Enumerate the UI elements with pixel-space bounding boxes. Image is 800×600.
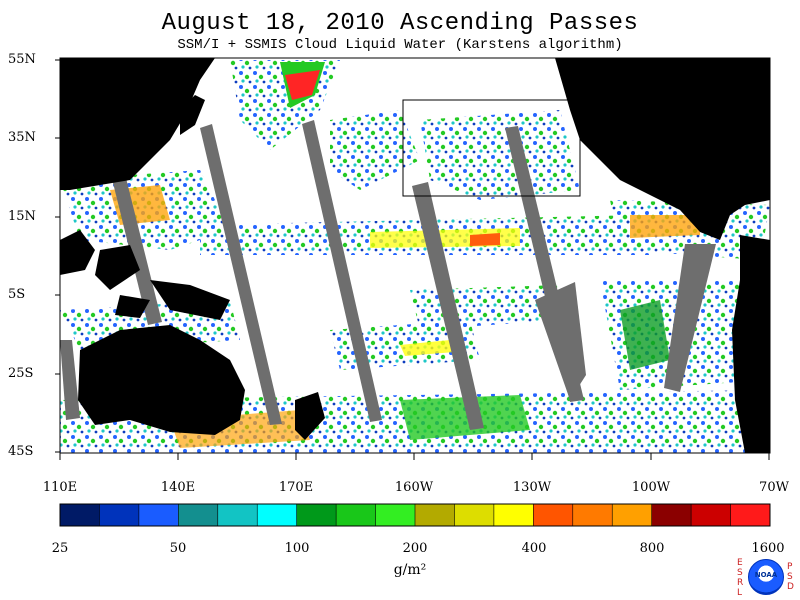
- lat-label-55n: 55N: [8, 52, 36, 67]
- noaa-logo: E S R L NOAA P S D: [735, 556, 797, 598]
- colorbar-segment: [60, 504, 100, 526]
- colorbar-segment: [178, 504, 219, 526]
- colorbar-segment: [493, 504, 534, 526]
- colorbar-segment: [296, 504, 337, 526]
- colorbar-segment: [612, 504, 653, 526]
- lon-label-140e: 140E: [160, 480, 196, 495]
- lon-label-110e: 110E: [42, 480, 78, 495]
- lat-label-25s: 25S: [8, 366, 34, 381]
- colorbar-segment: [99, 504, 140, 526]
- colorbar-label-25: 25: [51, 541, 69, 556]
- logo-letter-e: E: [737, 558, 743, 568]
- lat-label-5s: 5S: [8, 287, 26, 302]
- colorbar-segment: [257, 504, 298, 526]
- colorbar-label-400: 400: [521, 541, 547, 556]
- logo-letter-p: P: [787, 562, 793, 572]
- lon-label-130w: 130W: [512, 480, 552, 495]
- lat-label-35n: 35N: [8, 130, 36, 145]
- lat-label-45s: 45S: [8, 444, 34, 459]
- map-title: August 18, 2010 Ascending Passes: [161, 10, 639, 37]
- logo-letter-r: R: [737, 578, 744, 588]
- colorbar-segment: [730, 504, 771, 526]
- colorbar-label-50: 50: [169, 541, 187, 556]
- colorbar-segment: [533, 504, 574, 526]
- logo-letter-s: S: [737, 568, 743, 578]
- colorbar-segment: [336, 504, 377, 526]
- noaa-emblem: NOAA: [748, 559, 784, 595]
- land-masses: [60, 58, 770, 453]
- colorbar-segment: [454, 504, 495, 526]
- colorbar-label-100: 100: [284, 541, 310, 556]
- colorbar-segment: [572, 504, 613, 526]
- colorbar-segment: [375, 504, 416, 526]
- colorbar-segment: [217, 504, 258, 526]
- noaa-emblem-text: NOAA: [754, 571, 778, 579]
- colorbar-label-1600: 1600: [751, 541, 785, 556]
- no-data-swaths: [60, 120, 735, 430]
- colorbar-segment: [415, 504, 455, 526]
- colorbar-units: g/m²: [393, 562, 427, 578]
- logo-letter-d: D: [787, 582, 794, 592]
- lon-label-170e: 170E: [278, 480, 314, 495]
- colorbar-segment: [138, 504, 179, 526]
- colorbar: [59, 503, 771, 527]
- lat-label-15n: 15N: [8, 209, 36, 224]
- lon-label-70w: 70W: [759, 480, 789, 495]
- region-box: [402, 99, 581, 197]
- lat-ticks: [55, 59, 60, 453]
- logo-letter-s2: S: [787, 572, 793, 582]
- lon-label-100w: 100W: [631, 480, 671, 495]
- map-subtitle: SSM/I + SSMIS Cloud Liquid Water (Karste…: [177, 37, 623, 53]
- logo-letter-l: L: [737, 588, 743, 598]
- lon-label-160w: 160W: [394, 480, 434, 495]
- colorbar-label-200: 200: [402, 541, 428, 556]
- colorbar-segment: [651, 504, 692, 526]
- colorbar-segment: [691, 504, 732, 526]
- colorbar-label-800: 800: [639, 541, 665, 556]
- map-border: [59, 57, 771, 454]
- lon-ticks: [59, 453, 770, 460]
